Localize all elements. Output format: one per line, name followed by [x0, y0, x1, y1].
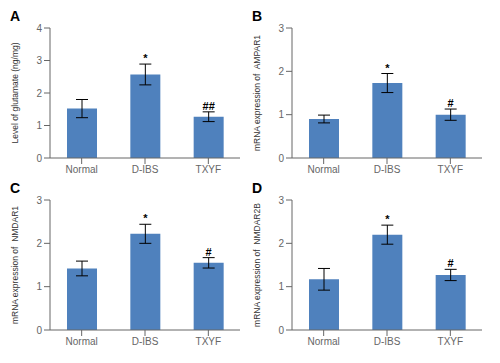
- svg-text:#: #: [448, 97, 454, 109]
- svg-text:mRNA expression of NMDAR2B: mRNA expression of NMDAR2B: [252, 203, 262, 327]
- svg-text:1: 1: [278, 109, 284, 120]
- svg-text:D-IBS: D-IBS: [374, 336, 401, 347]
- svg-text:Normal: Normal: [66, 164, 98, 175]
- svg-text:*: *: [385, 213, 390, 225]
- svg-text:2: 2: [36, 88, 42, 99]
- svg-text:0: 0: [278, 325, 284, 336]
- svg-text:1: 1: [278, 281, 284, 292]
- svg-text:Level of glutamate (ng/mg): Level of glutamate (ng/mg): [10, 42, 20, 143]
- svg-text:3: 3: [278, 195, 284, 206]
- html-text:B: B: [252, 8, 263, 24]
- svg-text:*: *: [385, 62, 390, 74]
- svg-text:3: 3: [36, 195, 42, 206]
- svg-text:1: 1: [36, 281, 42, 292]
- svg-text:*: *: [143, 212, 148, 224]
- svg-text:2: 2: [36, 238, 42, 249]
- svg-text:D-IBS: D-IBS: [374, 164, 401, 175]
- svg-text:0: 0: [36, 153, 42, 164]
- svg-text:#: #: [206, 246, 212, 258]
- svg-text:TXYF: TXYF: [438, 164, 464, 175]
- svg-text:0: 0: [36, 325, 42, 336]
- svg-text:3: 3: [36, 55, 42, 66]
- svg-text:1: 1: [36, 120, 42, 131]
- svg-text:Normal: Normal: [308, 164, 340, 175]
- svg-text:#: #: [448, 257, 454, 269]
- html-text:C: C: [10, 180, 21, 196]
- svg-text:3: 3: [278, 23, 284, 34]
- svg-text:mRNA expression of AMPAR1: mRNA expression of AMPAR1: [252, 35, 262, 151]
- html-text:D: D: [252, 180, 263, 196]
- svg-text:D-IBS: D-IBS: [132, 336, 159, 347]
- svg-text:TXYF: TXYF: [438, 336, 464, 347]
- svg-text:TXYF: TXYF: [196, 336, 222, 347]
- svg-text:2: 2: [278, 66, 284, 77]
- svg-text:##: ##: [203, 100, 215, 112]
- html-text:A: A: [10, 8, 21, 24]
- svg-text:Normal: Normal: [308, 336, 340, 347]
- svg-text:mRNA expression of NMDAR1: mRNA expression of NMDAR1: [10, 206, 20, 324]
- svg-text:D-IBS: D-IBS: [132, 164, 159, 175]
- svg-text:4: 4: [36, 23, 42, 34]
- svg-text:2: 2: [278, 238, 284, 249]
- svg-text:*: *: [143, 52, 148, 64]
- svg-text:0: 0: [278, 153, 284, 164]
- svg-text:TXYF: TXYF: [196, 164, 222, 175]
- svg-text:Normal: Normal: [66, 336, 98, 347]
